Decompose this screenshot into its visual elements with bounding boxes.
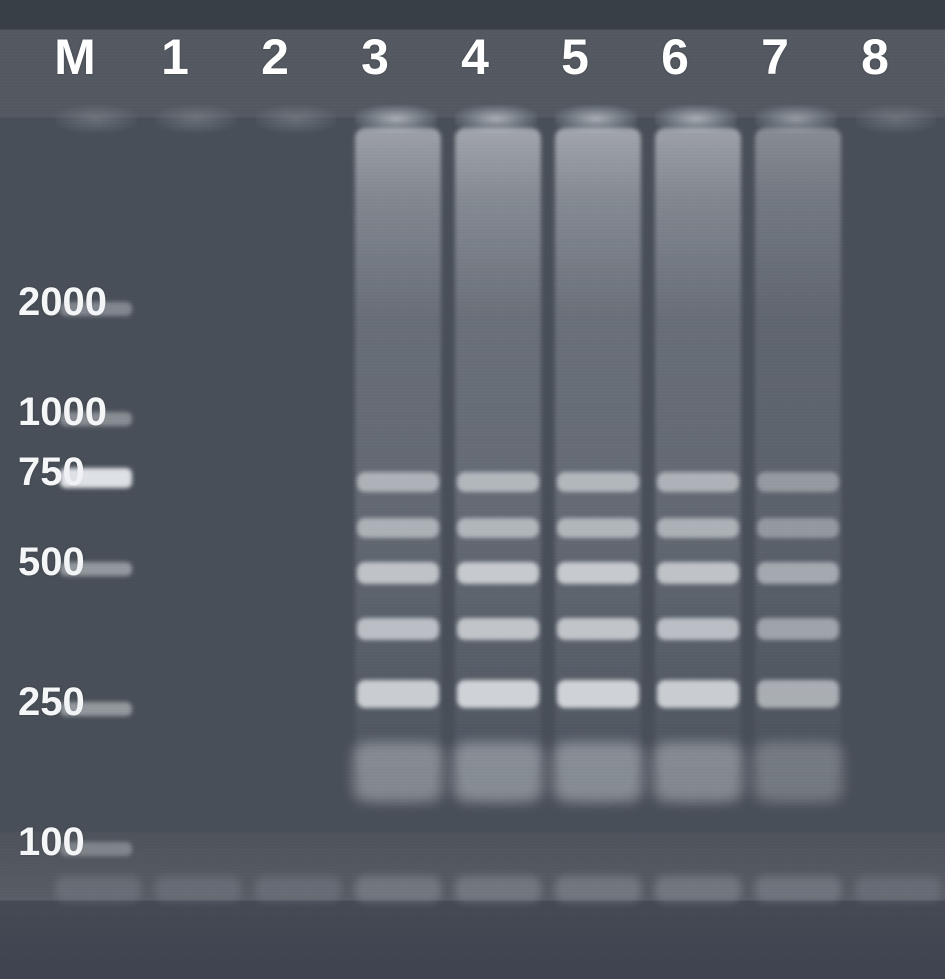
dye-front-marker [55,876,141,902]
ladder-band-750 [60,468,132,488]
lane-4-band-3 [457,562,539,584]
dye-front-4 [455,876,541,902]
lane-3-band-2 [357,518,439,538]
gel-figure: M 1 2 3 4 5 6 7 8 2000 1000 750 500 250 … [0,0,945,979]
lane-7 [755,128,841,908]
lane-3-band-diffuse [353,742,443,802]
lane-7-band-diffuse [753,742,843,802]
lane-7-band-3 [757,562,839,584]
lane-7-band-2 [757,518,839,538]
lane-5-band-diffuse [553,742,643,802]
well-8 [855,105,937,133]
lane-6-band-1 [657,472,739,492]
dye-front-5 [555,876,641,902]
lane-3 [355,128,441,908]
lane-3-band-1 [357,472,439,492]
dye-front-3 [355,876,441,902]
lane-5-band-5 [557,680,639,708]
lane-5 [555,128,641,908]
lane-5-band-3 [557,562,639,584]
lane-label-7: 7 [730,28,820,86]
lane-label-2: 2 [230,28,320,86]
lane-label-5: 5 [530,28,620,86]
lane-3-band-3 [357,562,439,584]
lane-4-band-diffuse [453,742,543,802]
lane-4-band-1 [457,472,539,492]
lane-6-band-2 [657,518,739,538]
lane-6-band-3 [657,562,739,584]
ladder-band-1000 [60,412,132,426]
lane-4-band-5 [457,680,539,708]
lane-6-band-4 [657,618,739,640]
well-marker [55,105,137,133]
lane-5-band-4 [557,618,639,640]
lane-label-3: 3 [330,28,420,86]
lane-5-band-1 [557,472,639,492]
ladder-band-250 [60,702,132,716]
lane-5-band-2 [557,518,639,538]
lane-4-band-4 [457,618,539,640]
lane-7-band-4 [757,618,839,640]
lane-4 [455,128,541,908]
dye-front-8 [855,876,941,902]
lane-7-band-1 [757,472,839,492]
well-2 [255,105,337,133]
lane-6-band-diffuse [653,742,743,802]
lane-label-6: 6 [630,28,720,86]
ladder-band-100 [60,842,132,856]
lane-label-8: 8 [830,28,920,86]
lane-6-band-5 [657,680,739,708]
dye-front-2 [255,876,341,902]
lane-label-1: 1 [130,28,220,86]
lane-label-4: 4 [430,28,520,86]
lane-7-band-5 [757,680,839,708]
lane-3-band-5 [357,680,439,708]
lane-6 [655,128,741,908]
dye-front-1 [155,876,241,902]
ladder-band-500 [60,562,132,576]
ladder-band-2000 [60,302,132,316]
dye-front-7 [755,876,841,902]
lane-4-band-2 [457,518,539,538]
lane-3-band-4 [357,618,439,640]
lane-label-marker: M [30,28,120,86]
well-1 [155,105,237,133]
dye-front-6 [655,876,741,902]
